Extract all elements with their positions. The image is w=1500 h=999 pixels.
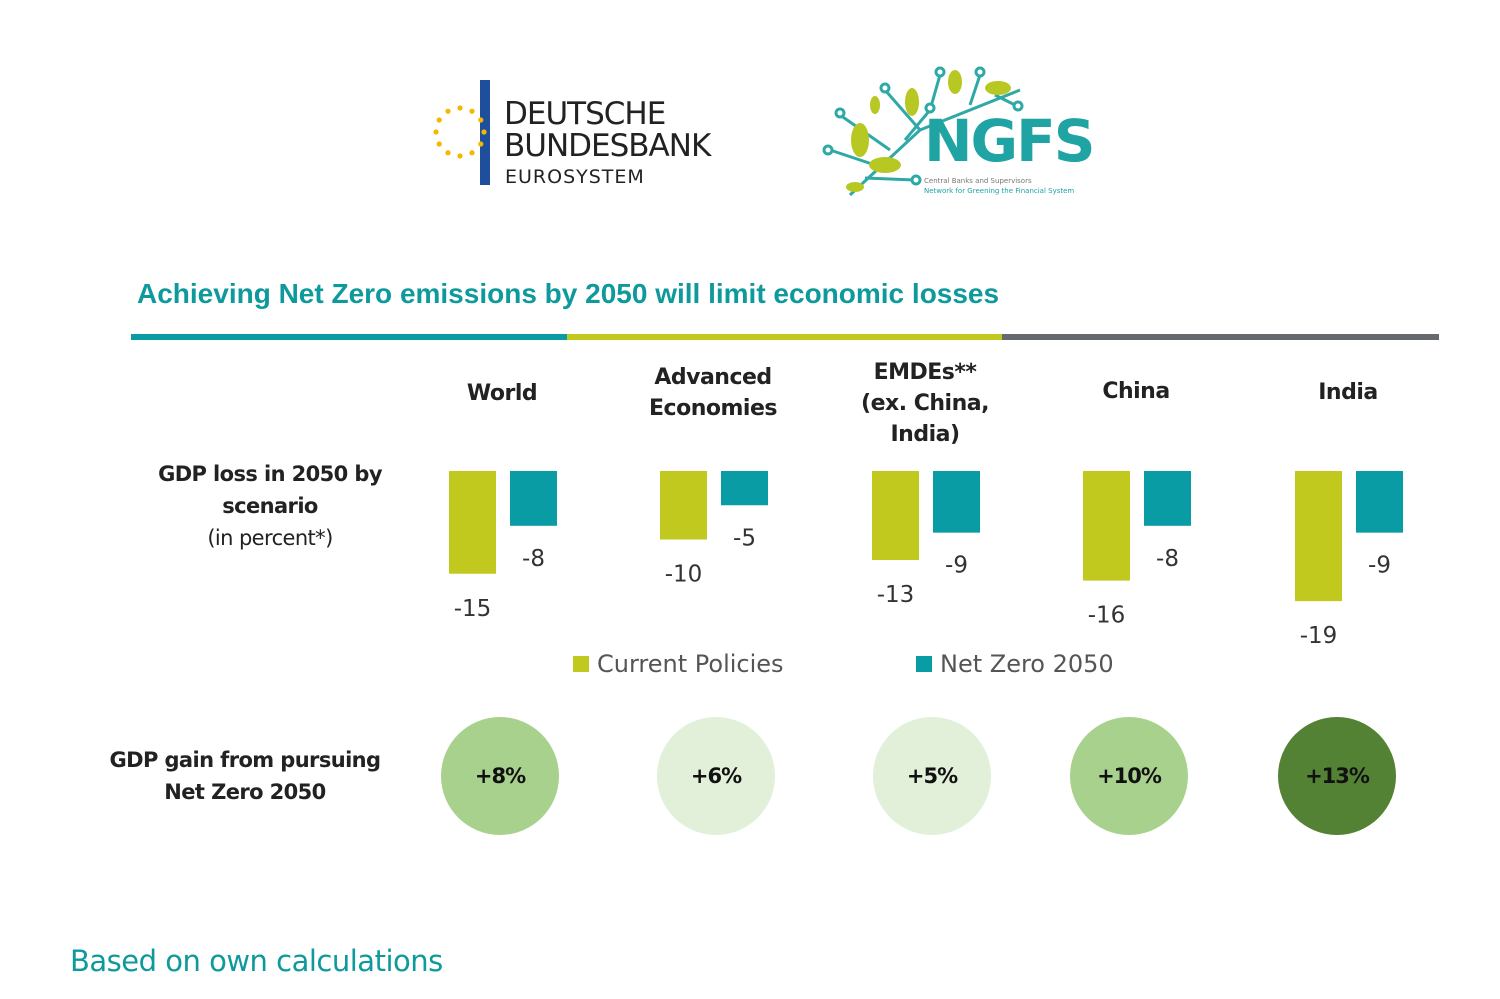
bar-current-policies <box>449 471 496 574</box>
category-label-line: India) <box>890 422 960 447</box>
data-label: -19 <box>1300 623 1338 649</box>
data-label: -8 <box>522 546 545 572</box>
chart-title: Achieving Net Zero emissions by 2050 wil… <box>137 278 1000 309</box>
gdp-gain-value: +8% <box>474 764 526 788</box>
legend-current-policies: Current Policies <box>573 650 784 678</box>
data-label: -13 <box>877 582 915 608</box>
bar-net-zero <box>721 471 768 506</box>
row-label-loss: GDP loss in 2050 by scenario (in percent… <box>140 458 400 554</box>
ngfs-name: NGFS <box>924 107 1096 175</box>
bundesbank-line3: EUROSYSTEM <box>505 166 645 188</box>
row-label-loss-line2: scenario <box>222 494 318 518</box>
eu-star <box>436 117 442 123</box>
eu-star <box>478 117 484 123</box>
ngfs-tree-icon: Central Banks and Supervisors Network fo… <box>822 66 1074 197</box>
gdp-gain-circle: +13% <box>1278 717 1396 835</box>
gdp-gain-circle: +10% <box>1070 717 1188 835</box>
eu-stars-icon <box>433 80 490 185</box>
bar-net-zero <box>510 471 557 526</box>
legend-swatch-current-policies <box>573 656 589 672</box>
eu-star <box>469 150 475 156</box>
gdp-gain-circle: +6% <box>657 717 775 835</box>
data-label: -9 <box>1368 553 1391 579</box>
row-label-loss-line3: (in percent*) <box>207 526 333 550</box>
eu-star <box>433 129 439 135</box>
category-label: India <box>1248 377 1448 408</box>
bar-current-policies <box>1295 471 1342 602</box>
gdp-gain-value: +10% <box>1097 764 1162 788</box>
bundesbank-name: DEUTSCHE BUNDESBANK <box>504 96 711 164</box>
category-label: Advanced Economies <box>613 362 813 424</box>
gdp-gain-value: +6% <box>690 764 742 788</box>
bundesbank-logo: DEUTSCHE BUNDESBANK EUROSYSTEM <box>432 80 732 190</box>
bar-net-zero <box>1356 471 1403 533</box>
category-label-line: EMDEs** <box>873 360 977 385</box>
eu-star <box>478 141 484 147</box>
row-label-gain-line2: Net Zero 2050 <box>164 780 326 804</box>
legend-label-current-policies: Current Policies <box>597 650 784 678</box>
footnote: Based on own calculations <box>70 944 443 978</box>
ngfs-tagline1: Central Banks and Supervisors <box>924 177 1032 185</box>
data-label: -15 <box>454 596 492 622</box>
category-label-line: China <box>1102 379 1170 404</box>
ngfs-logo: Central Banks and Supervisors Network fo… <box>820 60 1096 205</box>
gdp-gain-value: +5% <box>906 764 958 788</box>
bar-chart: -15 -10 -13 -16 -19 -8 -5 -9 -8 -9 <box>449 471 1403 649</box>
category-label-line: (ex. China, <box>861 391 989 416</box>
gdp-gain-circle: +5% <box>873 717 991 835</box>
eu-star <box>469 108 475 114</box>
eu-star <box>481 129 487 135</box>
legend-swatch-net-zero <box>916 656 932 672</box>
row-label-loss-line1: GDP loss in 2050 by <box>158 462 382 486</box>
divider-teal <box>131 334 567 340</box>
eu-star <box>436 141 442 147</box>
row-label-gain-line1: GDP gain from pursuing <box>109 748 382 772</box>
category-label: EMDEs** (ex. China, India) <box>825 357 1025 450</box>
legend-net-zero: Net Zero 2050 <box>916 650 1114 678</box>
row-label-gain: GDP gain from pursuing Net Zero 2050 <box>105 744 385 808</box>
gdp-gain-value: +13% <box>1305 764 1370 788</box>
eu-star <box>445 108 451 114</box>
data-label: -5 <box>733 525 756 551</box>
eu-star <box>445 150 451 156</box>
bundesbank-line1: DEUTSCHE <box>504 96 666 132</box>
data-label: -9 <box>945 553 968 579</box>
bar-current-policies <box>660 471 707 540</box>
gdp-gain-circle: +8% <box>441 717 559 835</box>
bar-current-policies <box>1083 471 1130 581</box>
data-label: -16 <box>1088 603 1126 629</box>
data-label: -10 <box>665 562 703 588</box>
bar-current-policies <box>872 471 919 561</box>
category-label-line: India <box>1318 380 1378 405</box>
eu-star <box>457 105 463 111</box>
category-label-line: Economies <box>649 396 777 421</box>
category-label: World <box>402 378 602 409</box>
category-label-line: Advanced <box>654 365 772 390</box>
eu-star <box>457 153 463 159</box>
bundesbank-line2: BUNDESBANK <box>504 128 711 164</box>
category-label: China <box>1036 376 1236 407</box>
legend-label-net-zero: Net Zero 2050 <box>940 650 1114 678</box>
divider-gray <box>1002 334 1439 340</box>
bar-net-zero <box>933 471 980 533</box>
category-label-line: World <box>466 381 538 406</box>
divider-lime <box>567 334 1002 340</box>
bar-net-zero <box>1144 471 1191 526</box>
data-label: -8 <box>1156 546 1179 572</box>
ngfs-tagline2: Network for Greening the Financial Syste… <box>924 187 1074 195</box>
